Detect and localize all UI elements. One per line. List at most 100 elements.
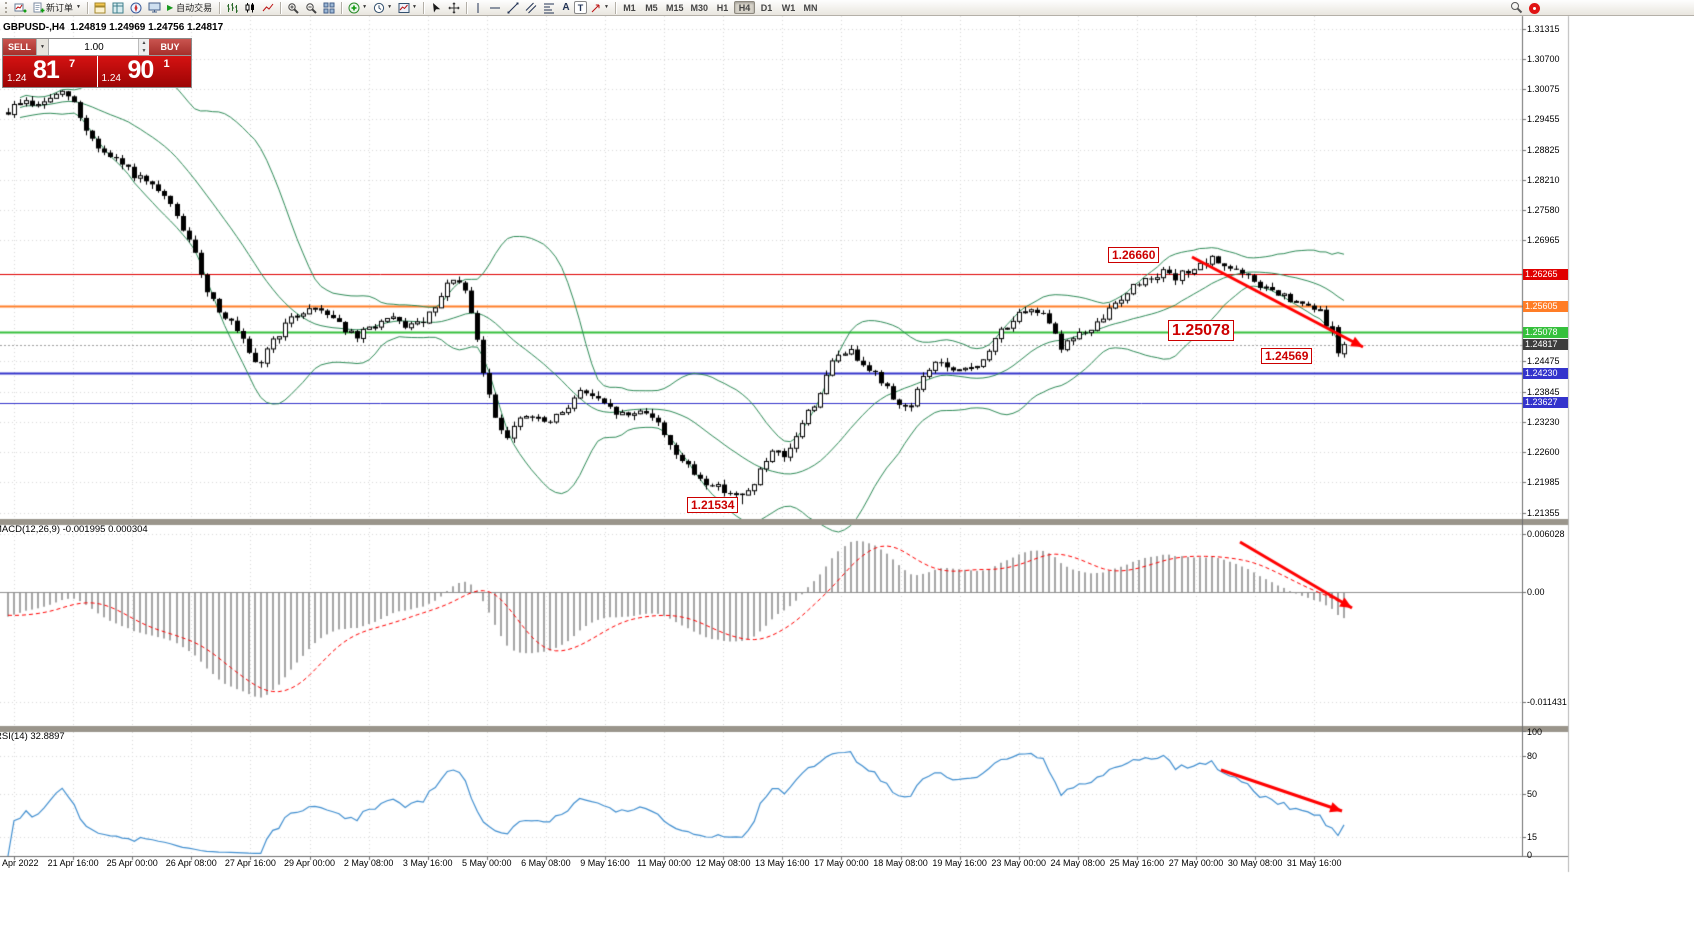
price-annotation-label[interactable]: 1.21534 [687,497,739,514]
search-icon[interactable] [1510,1,1523,16]
macd-indicator-label: MACD(12,26,9) -0.001995 0.000304 [0,524,148,535]
price-axis-tick: 1.28825 [1527,144,1560,155]
time-axis-label: 3 May 16:00 [402,858,453,868]
timeframe-m1[interactable]: M1 [623,2,636,13]
timeframe-m15[interactable]: M15 [665,2,684,13]
main-toolbar: 新订单 ▼ ▶ 自动交易 ▼ ▼ ▼ A T ▼ M1 M5 M15 M30 H1 H4 D1 W… [0,0,1694,16]
arrows-tool-button[interactable]: ▼ [587,1,612,15]
crosshair-icon[interactable] [445,1,463,15]
timeframe-m5[interactable]: M5 [645,2,658,13]
periods-button[interactable]: ▼ [370,1,395,15]
toolbar-separator [423,1,424,14]
order-mode-dropdown[interactable]: ▼ [36,39,49,55]
timeframe-h4[interactable]: H4 [733,1,755,14]
timeframe-m30[interactable]: M30 [690,2,708,13]
rsi-axis-label: 0 [1527,850,1533,860]
tile-windows-icon[interactable] [320,1,338,15]
cursor-icon[interactable] [427,1,445,15]
timeframe-mn[interactable]: MN [803,2,818,13]
trendline-icon[interactable] [504,1,522,15]
step-down-icon[interactable]: ▼ [139,47,149,55]
rsi-axis-label: 80 [1527,751,1538,761]
time-axis-label: 31 May 16:00 [1286,858,1342,868]
horizontal-line-icon[interactable] [486,1,504,15]
timeframe-h1[interactable]: H1 [716,2,729,13]
volume-field: ▲▼ [49,39,149,55]
vertical-line-icon[interactable] [470,1,486,15]
sell-price-panel[interactable]: 1.24 81 7 [3,56,97,87]
toolbar-separator [219,1,221,14]
time-axis-label: 26 Apr 08:00 [165,858,217,868]
one-click-prices: 1.24 81 7 1.24 90 1 [3,56,191,87]
sell-price-big: 81 [33,56,60,84]
new-chart-icon[interactable] [11,1,30,15]
toolbar-separator [86,1,88,14]
price-axis-chip: 1.24230 [1523,367,1568,379]
candlestick-chart-icon[interactable] [241,1,259,15]
volume-input[interactable] [49,39,149,55]
time-axis-label: 25 Apr 00:00 [106,858,158,868]
time-axis-label: 5 May 00:00 [462,858,512,868]
ohlc-values: 1.24819 1.24969 1.24756 1.24817 [70,22,224,33]
text-label-icon[interactable]: T [574,1,587,14]
step-up-icon[interactable]: ▲ [139,39,149,47]
price-annotation-label[interactable]: 1.24569 [1261,348,1313,365]
volume-stepper[interactable]: ▲ ▼ [138,39,149,55]
price-axis-chip: 1.25078 [1523,326,1568,338]
time-axis-label: 9 May 16:00 [580,858,630,868]
sell-button[interactable]: SELL [3,39,36,55]
macd-axis-label: -0.011431 [1527,696,1567,707]
buy-button[interactable]: BUY [149,39,191,55]
new-order-button[interactable]: 新订单 ▼ [30,1,84,15]
price-axis-tick: 1.27580 [1527,205,1560,216]
buy-price-panel[interactable]: 1.24 90 1 [96,56,191,87]
rsi-value: 32.8897 [30,731,65,742]
chevron-down-icon: ▼ [362,4,368,10]
channel-icon[interactable] [522,1,540,15]
time-axis-label: 2 May 08:00 [343,858,394,868]
price-annotation-label[interactable]: 1.26660 [1108,247,1160,264]
macd-values: -0.001995 0.000304 [62,524,148,535]
price-axis-tick: 1.22600 [1527,447,1560,458]
time-axis-label: 12 May 08:00 [695,858,751,868]
zoom-in-icon[interactable] [284,1,302,15]
time-axis-label: 13 May 16:00 [755,858,810,868]
indicators-button[interactable]: ▼ [345,1,370,15]
navigator-icon[interactable] [127,1,145,15]
rsi-axis-label: 15 [1527,832,1538,843]
buy-price-sup: 1 [163,58,170,70]
buy-price-small: 1.24 [101,73,121,84]
auto-trading-button[interactable]: ▶ 自动交易 [164,1,216,15]
templates-button[interactable]: ▼ [395,1,420,15]
line-chart-icon[interactable] [259,1,277,15]
price-axis-tick: 1.21355 [1527,507,1560,518]
bar-chart-icon[interactable] [223,1,241,15]
timeframe-toolbar: M1 M5 M15 M30 H1 H4 D1 W1 MN [619,1,821,14]
time-axis-label: 29 Apr 00:00 [283,858,336,868]
text-icon[interactable]: A [562,2,570,13]
zoom-out-icon[interactable] [302,1,320,15]
timeframe-w1[interactable]: W1 [781,2,796,13]
chevron-down-icon: ▼ [604,4,609,10]
timeframe-d1[interactable]: D1 [760,2,773,13]
auto-trading-label: 自动交易 [176,3,213,13]
toolbar-separator [341,1,343,14]
toolbar-grip [5,2,8,13]
data-window-icon[interactable] [109,1,127,15]
price-axis-tick: 1.26965 [1527,235,1560,246]
toolbar-right-group [1510,1,1540,16]
terminal-icon[interactable] [145,1,164,15]
market-watch-icon[interactable] [91,1,109,15]
notification-badge[interactable] [1529,3,1540,14]
toolbar-separator [466,1,467,14]
symbol-timeframe-label: GBPUSD-,H4 [3,22,65,33]
price-annotation-label[interactable]: 1.25078 [1168,320,1234,342]
fibonacci-icon[interactable] [540,1,558,15]
toolbar-separator [280,1,282,14]
price-axis-tick: 1.30075 [1527,84,1560,95]
price-axis-tick: 1.23230 [1527,416,1560,427]
rsi-axis-label: 50 [1527,788,1538,799]
price-axis-tick: 1.23845 [1527,386,1560,397]
chevron-down-icon: ▼ [412,4,417,10]
